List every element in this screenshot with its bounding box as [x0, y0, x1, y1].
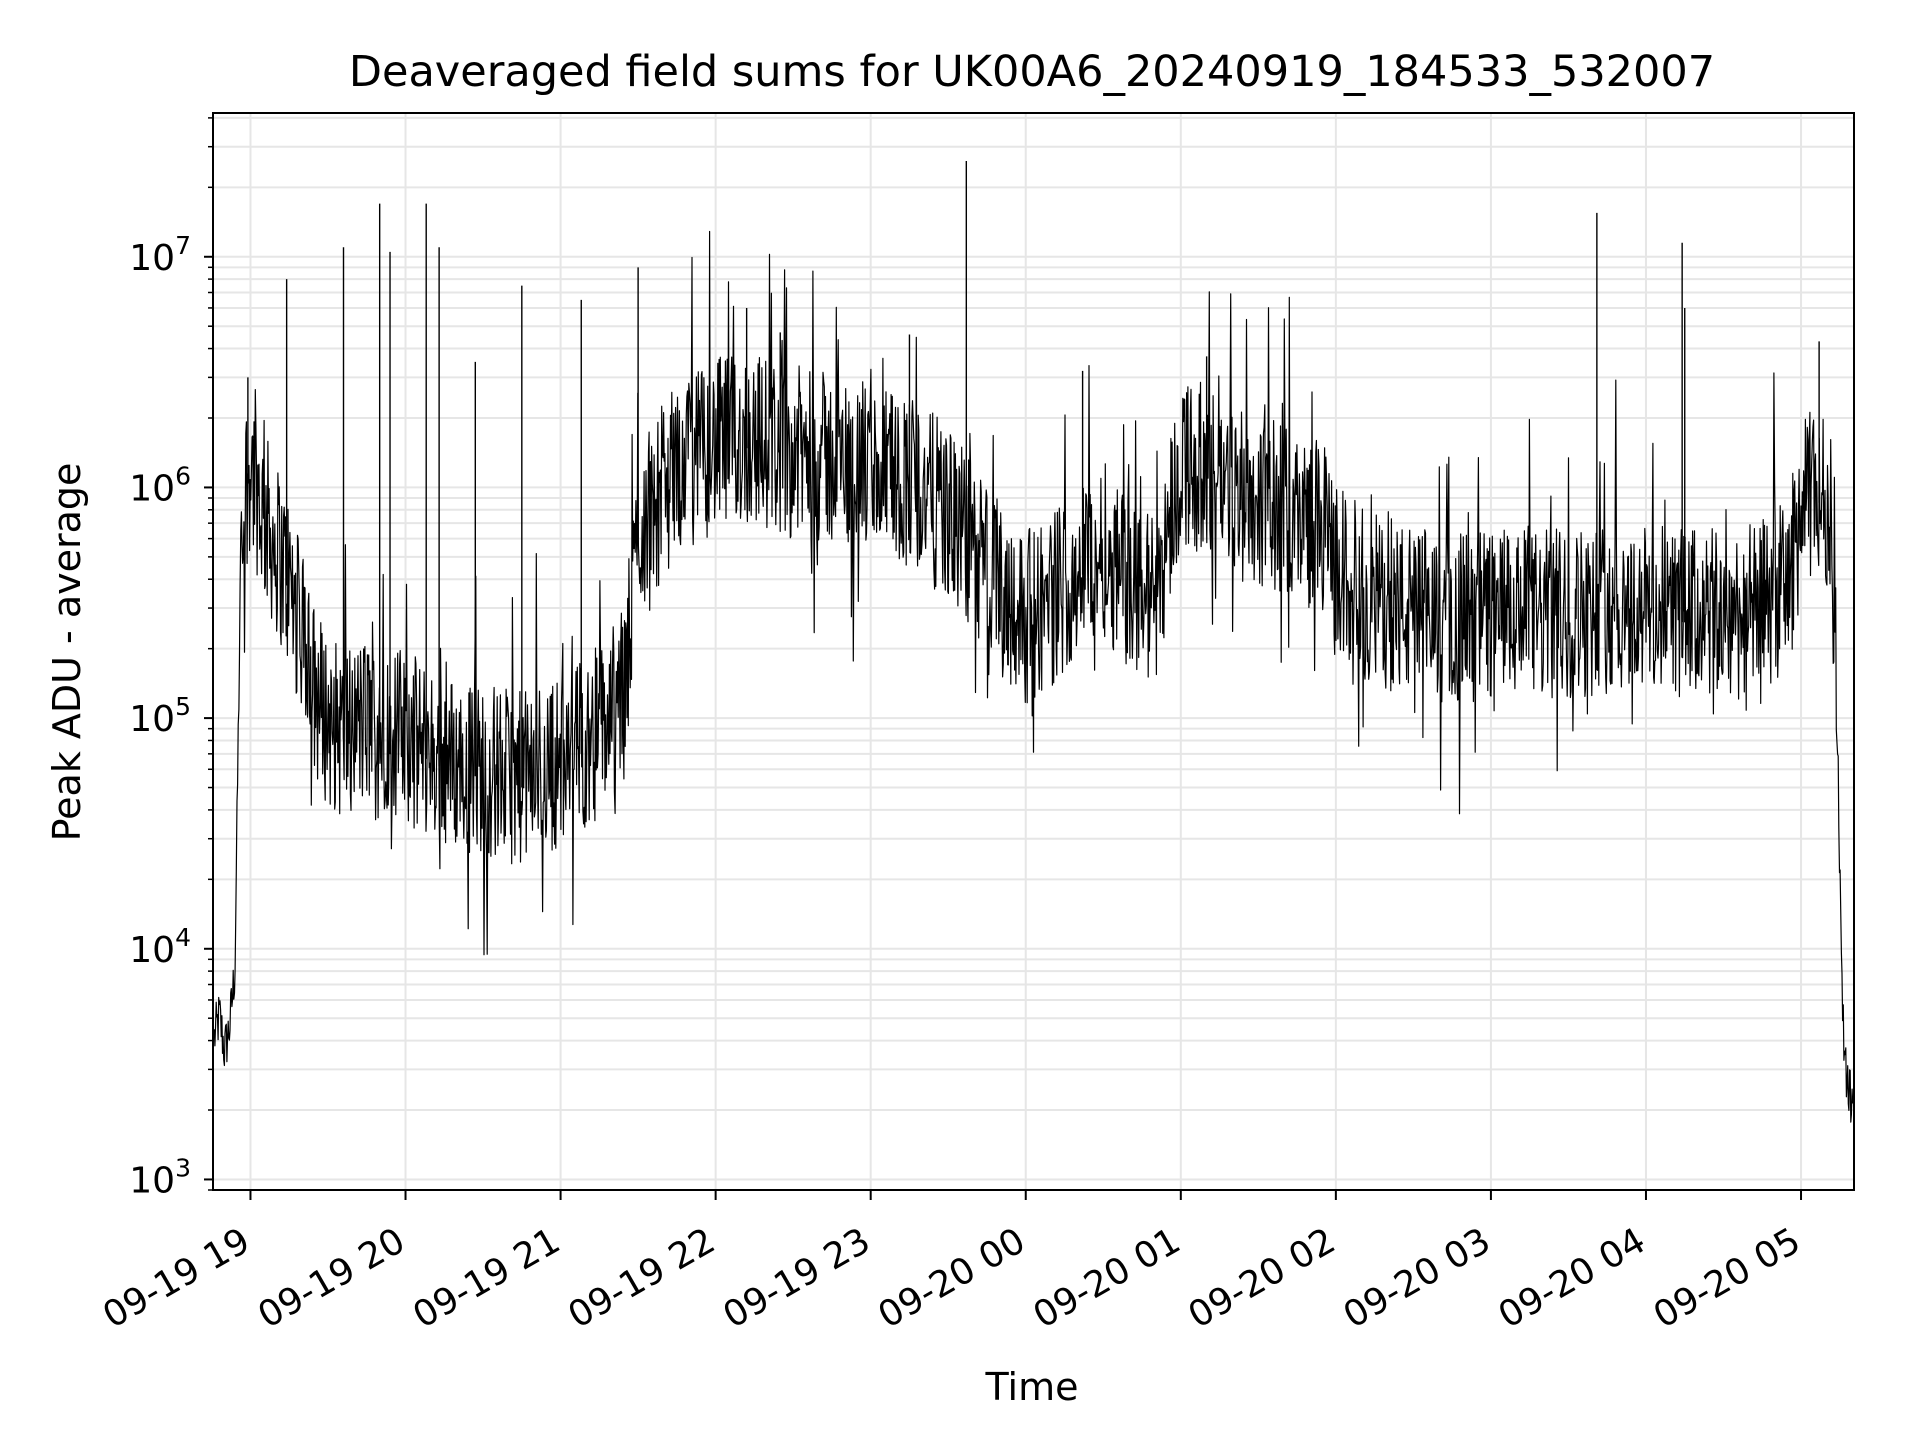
y-tick-base: 10 — [129, 468, 175, 509]
y-tick-base: 10 — [129, 238, 175, 279]
series-line — [213, 230, 1854, 1123]
y-tick-exponent: 7 — [175, 231, 191, 260]
y-tick-base: 10 — [129, 1160, 175, 1201]
x-axis-label: Time — [985, 1365, 1079, 1409]
y-tick-label: 106 — [129, 461, 191, 509]
y-tick-exponent: 5 — [175, 692, 191, 721]
data-series — [213, 161, 1854, 1123]
y-tick-exponent: 6 — [175, 461, 191, 490]
y-tick-exponent: 3 — [175, 1153, 191, 1182]
chart-title: Deaveraged field sums for UK00A6_2024091… — [349, 47, 1715, 97]
y-tick-label: 105 — [129, 692, 191, 740]
y-tick-base: 10 — [129, 930, 175, 971]
plot-area-frame — [212, 112, 1855, 1191]
y-tick-exponent: 4 — [175, 923, 191, 952]
y-tick-label: 103 — [129, 1153, 191, 1201]
y-tick-label: 107 — [129, 231, 191, 279]
y-axis-label: Peak ADU - average — [45, 463, 89, 842]
y-tick-base: 10 — [129, 699, 175, 740]
y-tick-label: 104 — [129, 923, 191, 971]
